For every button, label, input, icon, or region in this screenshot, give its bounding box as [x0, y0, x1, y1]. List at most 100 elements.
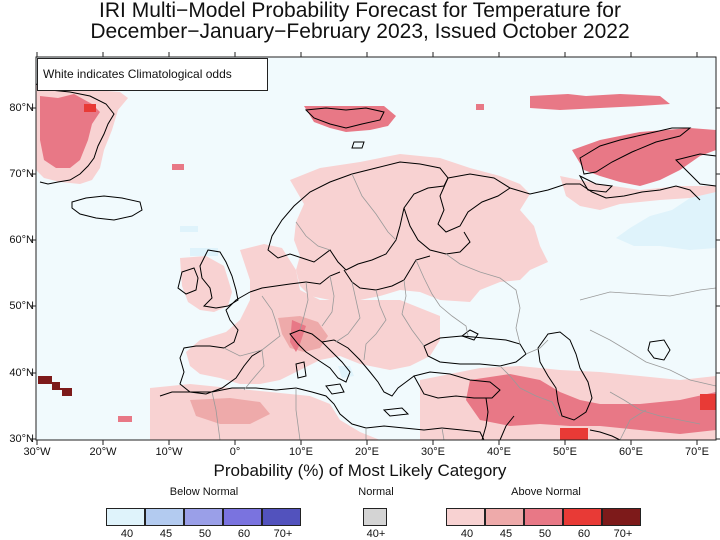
border-line	[335, 281, 361, 343]
lat-label: 70°N	[9, 168, 34, 180]
border-line	[261, 295, 281, 351]
legend-swatch-above-50	[524, 508, 563, 526]
above-normal-shading	[36, 84, 716, 440]
legend-swatch-above-45	[485, 508, 524, 526]
border-line	[321, 275, 335, 327]
above-normal-region-franz-josef	[530, 94, 670, 110]
border-line	[295, 388, 301, 441]
legend-tick-label: 70+	[613, 528, 633, 540]
coastline-north-africa	[159, 387, 485, 441]
above-normal-region-canary-spot	[118, 416, 132, 422]
above-normal-region-greenland-core	[84, 104, 96, 112]
coastline-balkans	[321, 339, 415, 397]
border-line	[619, 409, 647, 441]
coastline-sicily	[325, 383, 345, 395]
coastline-turkey	[413, 371, 501, 399]
border-line	[579, 287, 717, 301]
legend-swatch-below-50	[184, 508, 223, 526]
legend-swatch-below-70	[262, 508, 301, 526]
coastline-caspian	[537, 331, 593, 421]
climatology-note: White indicates Climatological odds	[37, 58, 268, 91]
coastline-scandinavia	[267, 161, 449, 271]
country-borders	[211, 173, 717, 441]
above-normal-region-italy	[290, 320, 306, 352]
above-normal-region-novaya-zemlya	[572, 128, 716, 186]
above-normal-region-western-europe	[186, 244, 440, 384]
above-normal-region-greenland-strong	[40, 94, 100, 168]
coastline-persian-gulf	[589, 429, 621, 441]
above-normal-region-british-isles	[180, 256, 232, 312]
coastline-svalbard-north	[351, 141, 365, 149]
above-normal-region-scandinavia-russia	[290, 154, 548, 302]
coastline-iceland	[71, 195, 143, 221]
border-line	[499, 365, 561, 417]
coastline-western-europe	[249, 271, 341, 293]
border-line	[401, 279, 425, 347]
legend-tick-label: 50	[198, 528, 212, 540]
legend-below-normal-heading: Below Normal	[169, 486, 239, 498]
lat-label: 30°N	[9, 433, 34, 445]
above-normal-region-svalbard	[304, 106, 396, 132]
map-frame	[31, 52, 720, 445]
coastline-novaya-zemlya	[579, 127, 692, 175]
coastline-italy	[289, 329, 351, 383]
coastline-aral	[647, 339, 671, 361]
lon-label: 70°E	[685, 446, 709, 458]
border-line	[299, 281, 309, 331]
lat-label: 80°N	[9, 102, 34, 114]
coastline-great-britain	[199, 249, 239, 309]
coastline-crete	[382, 407, 410, 417]
coastline-sardinia	[295, 361, 307, 379]
above-normal-region-iceland-spot	[172, 164, 184, 170]
border-line	[295, 221, 331, 251]
lat-label: 50°N	[9, 300, 34, 312]
legend-swatch-normal	[363, 508, 387, 526]
above-normal-region-persia-core	[560, 428, 588, 440]
legend-tick-label: 45	[159, 528, 173, 540]
legend-swatch-below-45	[145, 508, 184, 526]
lon-label: 30°E	[421, 446, 445, 458]
legend-tick-label: 40+	[366, 528, 386, 540]
coastline-baltic-south	[343, 255, 431, 291]
legend-caption: Probability (%) of Most Likely Category	[213, 461, 507, 480]
below-normal-region-north-sea	[190, 248, 218, 256]
legend-swatch-below-60	[223, 508, 262, 526]
border-line	[211, 391, 221, 441]
above-normal-region-svalbard-spot	[476, 104, 484, 110]
above-normal-region-caspian-core	[700, 394, 716, 410]
border-line	[589, 329, 717, 387]
below-normal-region-siberia	[616, 192, 716, 250]
legend-above-normal-heading: Above Normal	[511, 486, 581, 498]
legend-tick-label: 40	[120, 528, 134, 540]
border-line	[415, 259, 469, 337]
legend-tick-label: 60	[237, 528, 251, 540]
legend-swatch-below-40	[106, 508, 145, 526]
coastline-ireland	[177, 267, 199, 295]
lon-label: 10°W	[155, 446, 183, 458]
legend-tick-label: 40	[460, 528, 474, 540]
legend-swatch-above-70	[602, 508, 641, 526]
coastline-france-west	[223, 291, 251, 349]
lon-label: 40°E	[487, 446, 511, 458]
legend-normal-heading: Normal	[358, 486, 394, 498]
lon-label: 10°E	[289, 446, 313, 458]
border-line	[525, 339, 549, 355]
border-line	[609, 391, 701, 425]
coastlines	[35, 83, 717, 441]
lon-label: 60°E	[619, 446, 643, 458]
above-normal-region-azores	[38, 376, 72, 396]
coastline-iberia	[179, 345, 263, 395]
map-title-line-1: IRI Multi−Model Probability Forecast for…	[99, 0, 621, 22]
above-normal-region-middle-east-strong	[466, 374, 716, 434]
below-normal-region-adriatic	[338, 366, 354, 378]
below-normal-region-norway-sea	[180, 226, 198, 232]
lon-label: 20°W	[89, 446, 117, 458]
coastline-kola	[437, 173, 511, 233]
map-title-line-2: December−January−February 2023, Issued O…	[90, 20, 630, 43]
legend-swatch-above-60	[563, 508, 602, 526]
legend-tick-label: 50	[538, 528, 552, 540]
lon-label: 50°E	[553, 446, 577, 458]
lon-label: 30°W	[23, 446, 51, 458]
border-line	[223, 347, 265, 391]
